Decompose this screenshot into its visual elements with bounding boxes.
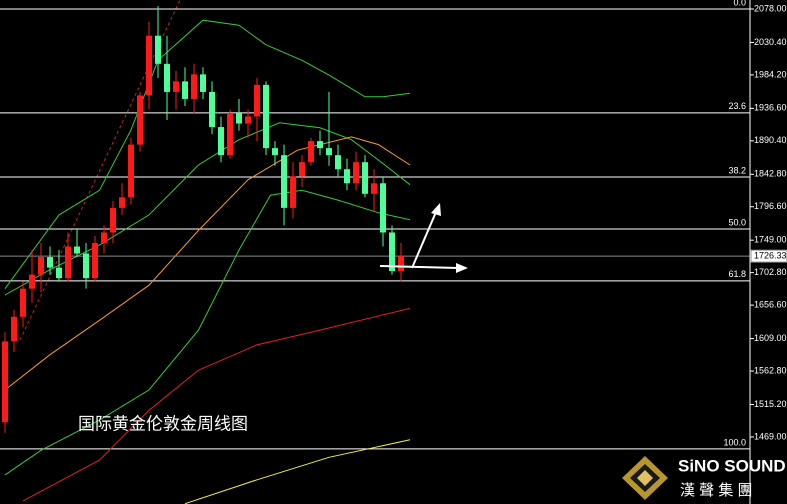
y-tick-label: 1609.00 <box>754 333 787 343</box>
candle-body <box>317 141 323 149</box>
candle-body <box>308 141 314 163</box>
y-tick-label: 1562.80 <box>754 365 787 375</box>
candle-body <box>389 232 395 272</box>
candle-body <box>38 257 44 275</box>
chart-title: 国际黄金伦敦金周线图 <box>78 414 248 433</box>
candle-body <box>326 148 332 156</box>
candle-body <box>164 63 170 92</box>
candle-body <box>29 274 35 289</box>
y-tick-label: 1984.20 <box>754 69 787 79</box>
indicator-line <box>184 439 411 504</box>
y-tick-label: 1515.20 <box>754 399 787 409</box>
y-tick-label: 1469.00 <box>754 431 787 441</box>
candle-body <box>110 207 116 233</box>
arrow-line <box>411 211 437 269</box>
candle-body <box>398 256 404 272</box>
last-price-label: 1726.33 <box>754 251 787 261</box>
candle-body <box>371 183 377 194</box>
indicator-line <box>22 307 411 502</box>
candle-body <box>281 155 287 208</box>
indicator-line <box>4 19 411 289</box>
candle-body <box>83 253 89 279</box>
indicator-line <box>4 122 411 296</box>
y-tick-label: 1796.60 <box>754 201 787 211</box>
y-tick-label: 1656.60 <box>754 300 787 310</box>
candle-body <box>65 246 71 279</box>
y-tick-label: 1749.00 <box>754 235 787 245</box>
candle-body <box>227 112 233 156</box>
candle-body <box>119 197 125 208</box>
indicator-line <box>4 136 411 391</box>
candle-body <box>101 232 107 244</box>
fib-label: 61.8 <box>728 269 746 279</box>
candle-body <box>254 84 260 117</box>
candle-body <box>155 35 161 64</box>
y-tick-label: 1702.80 <box>754 267 787 277</box>
candle-body <box>272 148 278 156</box>
candle-body <box>344 169 350 184</box>
y-tick-label: 1842.80 <box>754 169 787 179</box>
candle-body <box>173 81 179 92</box>
candle-body <box>236 112 242 124</box>
logo-subname: 漢 聲 集 團 <box>680 482 753 499</box>
arrow-head <box>431 203 441 216</box>
candle-body <box>380 183 386 233</box>
trend-line <box>19 0 181 341</box>
fib-label: 0.0 <box>733 0 746 7</box>
y-tick-label: 2078.00 <box>754 3 787 13</box>
y-tick-label: 1890.40 <box>754 135 787 145</box>
y-tick-label: 2030.40 <box>754 37 787 47</box>
candle-body <box>362 162 368 194</box>
candle-body <box>209 91 215 128</box>
candle-body <box>146 35 152 96</box>
y-tick-label: 1936.60 <box>754 103 787 113</box>
candle-body <box>137 95 143 145</box>
candle-body <box>128 144 134 198</box>
candle-body <box>200 74 206 92</box>
candle-body <box>56 267 62 279</box>
last-price-box <box>750 249 787 263</box>
plot-area: 0.0 23.6 38.2 50.0 61.8 100.0 <box>0 0 750 504</box>
candle-body <box>353 162 359 184</box>
candle-body <box>20 288 26 317</box>
candle-body <box>335 155 341 170</box>
arrow-line <box>379 265 459 269</box>
candle-body <box>191 74 197 99</box>
candle-body <box>11 316 17 342</box>
candle-body <box>182 81 188 99</box>
candle-body <box>263 84 269 149</box>
candle-body <box>74 246 80 254</box>
logo-name: SiNO SOUND <box>678 456 786 475</box>
fib-label: 50.0 <box>728 217 746 227</box>
candle-body <box>2 341 8 423</box>
fib-label: 100.0 <box>723 437 746 447</box>
indicator-line <box>4 189 411 476</box>
candle-body <box>47 257 53 268</box>
candle-body <box>92 243 98 279</box>
candle-body <box>218 127 224 156</box>
candle-body <box>299 162 305 177</box>
candle-body <box>245 116 251 124</box>
fib-label: 23.6 <box>728 101 746 111</box>
candle-body <box>290 176 296 208</box>
logo: SiNO SOUND 漢 聲 集 團 <box>622 456 786 500</box>
arrows <box>379 203 468 273</box>
arrow-head <box>456 263 468 273</box>
logo-icon <box>637 470 653 486</box>
fib-label: 38.2 <box>728 165 746 175</box>
